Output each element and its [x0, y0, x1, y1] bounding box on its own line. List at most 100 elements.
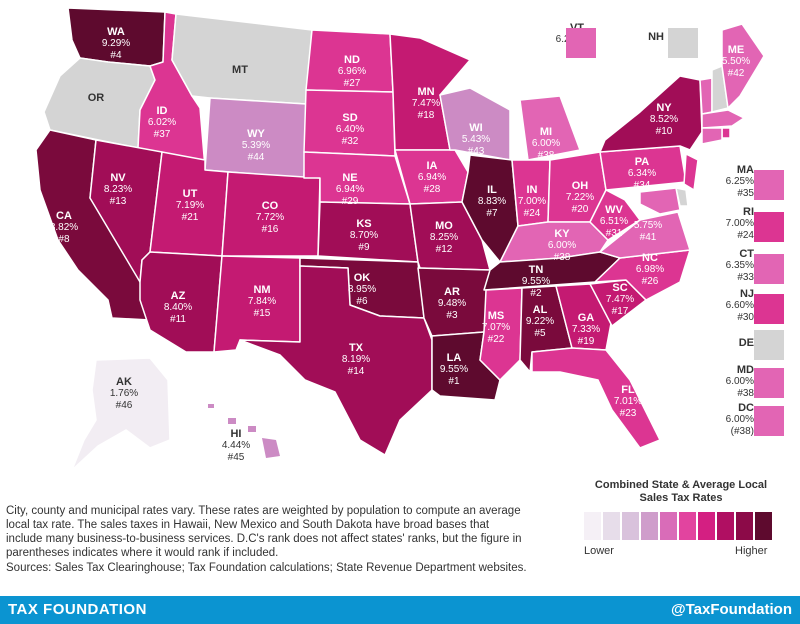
legend-swatch-6 [679, 512, 696, 540]
state-tn-abbr: TN [528, 264, 544, 276]
legend-higher-label: Higher [735, 545, 768, 557]
state-wi-rank: #43 [467, 146, 485, 157]
state-nv-rank: #13 [109, 196, 127, 207]
state-ms-rank: #22 [487, 334, 505, 345]
state-in-rank: #24 [523, 208, 541, 219]
side-md-rank: #38 [737, 388, 754, 399]
state-ne-rate: 6.94% [335, 184, 365, 195]
state-label-az: AZ 8.40% #11 [164, 290, 192, 326]
state-label-ny: NY 8.52% #10 [650, 102, 678, 138]
side-nh: NH [574, 31, 664, 43]
legend-swatch-8 [717, 512, 734, 540]
footer-bar: TAX FOUNDATION @TaxFoundation [0, 596, 800, 624]
state-mi-abbr: MI [539, 126, 553, 138]
state-mn-abbr: MN [417, 86, 435, 98]
state-ak[interactable] [71, 357, 171, 470]
state-sc-abbr: SC [612, 282, 628, 294]
state-label-sd: SD 6.40% #32 [336, 112, 364, 148]
state-ut-abbr: UT [182, 188, 198, 200]
state-label-ky: KY 6.00% #38 [548, 228, 576, 264]
state-label-mo: MO 8.25% #12 [430, 220, 458, 256]
swatch-vt [566, 28, 596, 58]
state-label-ar: AR 9.48% #3 [438, 286, 466, 322]
state-ct[interactable] [701, 127, 723, 145]
state-mi-rate: 6.00% [531, 138, 561, 149]
state-mo-rank: #12 [435, 244, 453, 255]
state-fl[interactable] [531, 347, 661, 449]
state-vt[interactable] [699, 77, 713, 115]
state-wi-abbr: WI [469, 122, 483, 134]
sources-note: Sources: Sales Tax Clearinghouse; Tax Fo… [6, 562, 527, 574]
side-ri-abbr: RI [743, 206, 754, 218]
state-label-tx: TX 8.19% #14 [342, 342, 370, 378]
state-id-abbr: ID [156, 105, 168, 117]
state-md[interactable] [639, 187, 681, 215]
swatch-ma [754, 170, 784, 200]
state-wy-rate: 5.39% [241, 140, 271, 151]
state-mn-rate: 7.47% [411, 98, 441, 109]
state-va-rate: 5.75% [633, 220, 663, 231]
state-nv-abbr: NV [110, 172, 126, 184]
state-il-rank: #7 [486, 208, 498, 219]
state-ar-rank: #3 [446, 310, 458, 321]
state-la-rate: 9.55% [439, 364, 469, 375]
state-nj[interactable] [683, 153, 699, 191]
state-ok-abbr: OK [353, 272, 371, 284]
state-label-ks: KS 8.70% #9 [350, 218, 378, 254]
state-ma[interactable] [701, 109, 745, 129]
state-mo-rate: 8.25% [429, 232, 459, 243]
state-mo-abbr: MO [435, 220, 453, 232]
state-label-id: ID 6.02% #37 [148, 105, 176, 141]
state-az-abbr: AZ [170, 290, 186, 302]
state-ks-abbr: KS [356, 218, 372, 230]
state-mt[interactable] [171, 13, 313, 105]
swatch-nh [668, 28, 698, 58]
state-ky-rank: #38 [553, 252, 571, 263]
state-nc-abbr: NC [642, 252, 658, 264]
state-pa-abbr: PA [634, 156, 650, 168]
state-hi-rank: #45 [227, 452, 245, 463]
state-wv[interactable] [589, 189, 641, 241]
twitter-handle[interactable]: @TaxFoundation [670, 601, 792, 618]
state-mn-rank: #18 [417, 110, 435, 121]
state-id-rate: 6.02% [147, 117, 177, 128]
state-ut-rank: #21 [181, 212, 199, 223]
state-co-rate: 7.72% [255, 212, 285, 223]
side-ri-rank: #24 [737, 230, 754, 241]
state-hi-abbr: HI [230, 428, 242, 440]
state-sd-rank: #32 [341, 136, 359, 147]
state-wa-abbr: WA [107, 26, 125, 38]
state-tn-rate: 9.55% [521, 276, 551, 287]
state-al-abbr: AL [532, 304, 548, 316]
state-in-rate: 7.00% [517, 196, 547, 207]
state-label-in: IN 7.00% #24 [518, 184, 546, 220]
state-in-abbr: IN [526, 184, 538, 196]
state-label-mt: MT [232, 64, 248, 76]
state-ks-rate: 8.70% [349, 230, 379, 241]
state-label-ga: GA 7.33% #19 [572, 312, 600, 348]
state-az-rate: 8.40% [163, 302, 193, 313]
state-va[interactable] [599, 211, 691, 259]
state-me[interactable] [721, 23, 765, 109]
state-ri[interactable] [721, 127, 731, 139]
state-la-abbr: LA [446, 352, 462, 364]
side-md-rate: 6.00% [725, 376, 754, 387]
side-dc: DC 6.00% (#38) [694, 402, 754, 438]
state-tx-rank: #14 [347, 366, 365, 377]
state-ar-rate: 9.48% [437, 298, 467, 309]
state-label-wy: WY 5.39% #44 [242, 128, 270, 164]
state-mi[interactable] [519, 95, 581, 161]
state-wi-rate: 5.43% [461, 134, 491, 145]
methodology-note: City, county and municipal rates vary. T… [6, 505, 522, 559]
state-va-rank: #41 [639, 232, 657, 243]
state-tn-rank: #2 [530, 288, 542, 299]
state-tx[interactable] [239, 265, 433, 456]
state-ca-abbr: CA [56, 210, 72, 222]
state-label-wv: WV 6.51% #31 [600, 204, 628, 240]
state-hi-islands[interactable] [208, 404, 280, 458]
state-ia-rank: #28 [423, 184, 441, 195]
swatch-ct [754, 254, 784, 284]
state-me-rate: 5.50% [721, 56, 751, 67]
legend-swatch-1 [584, 512, 601, 540]
state-pa-rate: 6.34% [627, 168, 657, 179]
